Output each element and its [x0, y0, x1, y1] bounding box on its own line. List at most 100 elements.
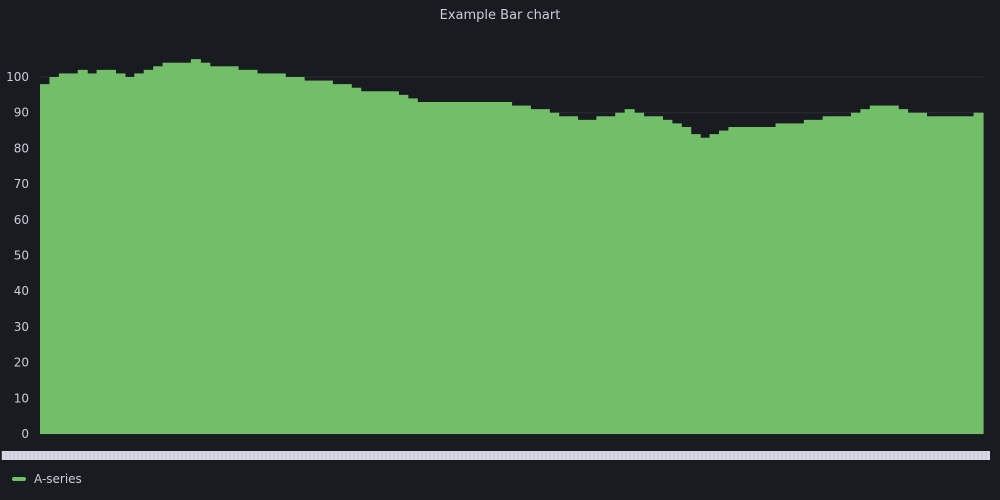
bar[interactable]: [634, 112, 645, 434]
bar[interactable]: [172, 62, 183, 434]
bar[interactable]: [379, 91, 390, 434]
bar[interactable]: [464, 101, 475, 435]
bar[interactable]: [115, 73, 126, 435]
bar[interactable]: [964, 116, 975, 435]
bar[interactable]: [502, 101, 513, 435]
bar[interactable]: [539, 109, 550, 434]
bar[interactable]: [756, 126, 767, 434]
bar[interactable]: [200, 62, 211, 434]
bar[interactable]: [341, 84, 352, 434]
bar[interactable]: [304, 80, 315, 434]
bar[interactable]: [700, 137, 711, 434]
bar[interactable]: [558, 116, 569, 435]
bar[interactable]: [228, 66, 239, 434]
bar[interactable]: [879, 105, 890, 434]
bar[interactable]: [294, 77, 305, 434]
bar[interactable]: [511, 105, 522, 434]
bar[interactable]: [577, 119, 588, 434]
bar[interactable]: [822, 116, 833, 435]
bar[interactable]: [162, 62, 173, 434]
bar[interactable]: [417, 101, 428, 435]
bar[interactable]: [388, 91, 399, 434]
bar[interactable]: [954, 116, 965, 435]
bar[interactable]: [690, 134, 701, 434]
bar[interactable]: [313, 80, 324, 434]
bar[interactable]: [124, 77, 135, 434]
bar[interactable]: [671, 123, 682, 434]
bar[interactable]: [209, 66, 220, 434]
bar[interactable]: [945, 116, 956, 435]
bar[interactable]: [190, 59, 201, 435]
bar[interactable]: [143, 69, 154, 435]
bar[interactable]: [652, 116, 663, 435]
bar[interactable]: [747, 126, 758, 434]
bar[interactable]: [87, 73, 98, 435]
bar[interactable]: [718, 130, 729, 435]
bar[interactable]: [926, 116, 937, 435]
bar[interactable]: [709, 134, 720, 434]
bar[interactable]: [238, 69, 249, 435]
bar[interactable]: [850, 112, 862, 434]
bar[interactable]: [898, 109, 909, 434]
bar[interactable]: [530, 109, 541, 434]
bar[interactable]: [549, 112, 560, 434]
bar[interactable]: [568, 116, 579, 435]
bar[interactable]: [869, 105, 880, 434]
legend[interactable]: A-series: [12, 472, 82, 486]
bar[interactable]: [77, 69, 88, 435]
bar[interactable]: [275, 73, 286, 435]
bar[interactable]: [285, 77, 296, 434]
bar[interactable]: [153, 66, 164, 434]
bar[interactable]: [492, 101, 503, 435]
bar[interactable]: [483, 101, 494, 435]
bar[interactable]: [49, 77, 60, 434]
bar[interactable]: [728, 126, 739, 434]
bar[interactable]: [436, 101, 447, 435]
bar[interactable]: [841, 116, 852, 435]
bar[interactable]: [766, 126, 777, 434]
bar[interactable]: [643, 116, 654, 435]
bar[interactable]: [445, 101, 456, 435]
bar[interactable]: [832, 116, 843, 435]
bar[interactable]: [266, 73, 277, 435]
bar[interactable]: [322, 80, 333, 434]
bar[interactable]: [247, 69, 258, 435]
bar[interactable]: [624, 109, 635, 434]
bar[interactable]: [737, 126, 748, 434]
bar[interactable]: [860, 109, 871, 434]
bar[interactable]: [58, 73, 69, 435]
bar[interactable]: [596, 116, 607, 435]
bar[interactable]: [794, 123, 805, 434]
bar[interactable]: [426, 101, 437, 435]
bar[interactable]: [973, 112, 984, 434]
bar[interactable]: [813, 119, 824, 434]
bar[interactable]: [40, 84, 51, 434]
bar[interactable]: [916, 112, 928, 434]
bar[interactable]: [784, 123, 795, 434]
bar[interactable]: [407, 98, 418, 435]
bar[interactable]: [181, 62, 192, 434]
bar[interactable]: [662, 119, 673, 434]
bar[interactable]: [454, 101, 465, 435]
bar[interactable]: [398, 94, 409, 434]
bar[interactable]: [473, 101, 484, 435]
bar[interactable]: [370, 91, 381, 434]
bar[interactable]: [256, 73, 267, 435]
bar[interactable]: [351, 87, 362, 435]
bar[interactable]: [681, 126, 692, 434]
bar[interactable]: [586, 119, 597, 434]
bar[interactable]: [775, 123, 786, 434]
bar[interactable]: [888, 105, 899, 434]
bar[interactable]: [935, 116, 946, 435]
bar[interactable]: [106, 69, 117, 435]
bar[interactable]: [96, 69, 107, 435]
bar[interactable]: [134, 73, 145, 435]
bar[interactable]: [803, 119, 814, 434]
bar[interactable]: [605, 116, 616, 435]
bar[interactable]: [332, 84, 343, 434]
bar[interactable]: [219, 66, 230, 434]
bar[interactable]: [520, 105, 531, 434]
bar[interactable]: [360, 91, 371, 434]
bar[interactable]: [615, 112, 626, 434]
bar[interactable]: [68, 73, 79, 435]
